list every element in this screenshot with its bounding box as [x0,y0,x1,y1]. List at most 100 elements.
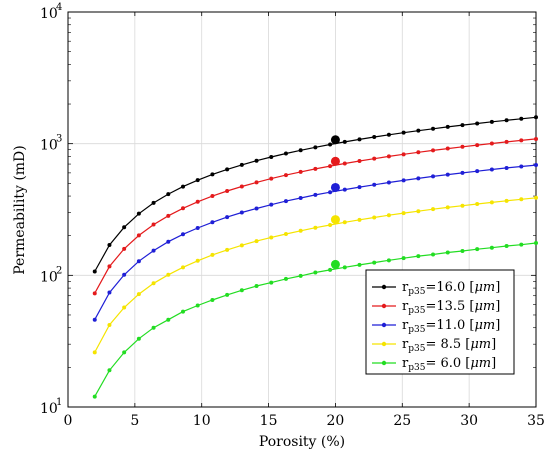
data-point [504,118,509,123]
data-point [210,194,215,199]
data-point [92,394,97,399]
data-point [151,248,156,253]
data-point [386,132,391,137]
data-point [269,176,274,181]
data-point [210,220,215,225]
data-point [342,220,347,225]
data-point [151,281,156,286]
data-point [401,256,406,261]
data-point [92,269,97,274]
data-point [416,254,421,259]
data-point [342,265,347,270]
data-point [283,276,288,281]
data-point [313,145,318,150]
data-point [386,258,391,263]
data-point [122,305,127,310]
data-point [445,250,450,255]
data-point [283,151,288,156]
data-point [328,142,333,147]
data-point [269,202,274,207]
y-tick-exponent: 3 [56,134,62,145]
data-point [328,267,333,272]
data-point [431,148,436,153]
data-point [254,158,259,163]
data-point [92,350,97,355]
data-point [372,156,377,161]
y-tick-base: 10 [40,269,58,285]
data-point [254,239,259,244]
data-point [519,197,524,202]
data-point [254,283,259,288]
data-point [313,270,318,275]
x-tick-label: 10 [193,413,211,429]
data-point [475,202,480,207]
data-point [225,215,230,220]
data-point [136,292,141,297]
y-tick-exponent: 4 [56,2,62,13]
legend-label: rp35=11.0 [μm] [402,318,500,335]
data-point [195,303,200,308]
data-point [195,178,200,183]
y-tick-base: 10 [40,138,58,154]
data-point [386,213,391,218]
x-tick-label: 25 [393,413,411,429]
legend-label: rp35=16.0 [μm] [402,280,500,297]
x-tick-label: 5 [130,413,139,429]
data-point [401,130,406,135]
data-point [180,265,185,270]
highlight-point [330,182,340,192]
data-point [445,172,450,177]
data-point [372,215,377,220]
data-point [519,116,524,121]
data-point [298,169,303,174]
data-point [107,242,112,247]
legend-label: rp35=13.5 [μm] [402,299,500,316]
data-point [136,259,141,264]
data-point [180,309,185,314]
data-point [489,200,494,205]
x-tick-label: 0 [64,413,73,429]
data-point [298,195,303,200]
data-point [416,150,421,155]
data-point [431,207,436,212]
data-point [283,173,288,178]
data-point [283,232,288,237]
data-point [180,184,185,189]
data-point [489,245,494,250]
data-point [328,164,333,169]
data-point [342,139,347,144]
data-point [122,225,127,230]
legend-entry: rp35=13.5 [μm] [372,299,500,316]
data-point [519,138,524,143]
highlight-point [330,215,340,225]
data-point [298,148,303,153]
data-point [534,115,538,120]
data-point [534,195,538,200]
data-point [342,187,347,192]
data-point [401,178,406,183]
series [92,163,538,322]
data-point [534,136,538,141]
series [92,241,538,399]
data-point [416,209,421,214]
data-point [166,317,171,322]
data-point [122,350,127,355]
data-point [225,247,230,252]
data-point [92,291,97,296]
series [92,195,538,355]
data-point [372,260,377,265]
y-tick-exponent: 2 [56,265,62,276]
series [92,115,538,274]
data-point [460,203,465,208]
y-axis-label: Permeability (mD) [12,145,28,274]
data-point [225,189,230,194]
data-point [431,252,436,257]
data-point [136,233,141,238]
data-point [313,225,318,230]
data-point [166,213,171,218]
x-tick-label: 20 [327,413,345,429]
data-point [504,198,509,203]
legend-entry: rp35=11.0 [μm] [372,318,500,335]
data-point [151,222,156,227]
